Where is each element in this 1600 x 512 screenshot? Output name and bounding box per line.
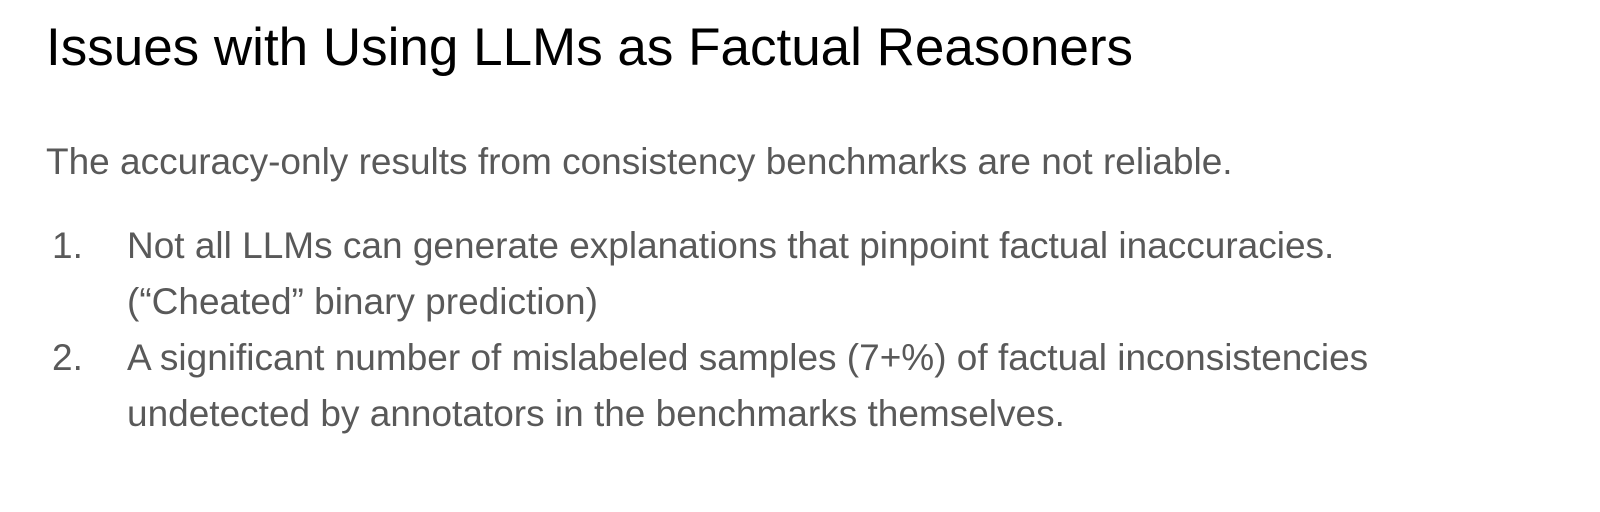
list-item: 2. A significant number of mislabeled sa… <box>0 330 1600 442</box>
list-item-text-line-2: undetected by annotators in the benchmar… <box>127 393 1065 434</box>
list-item-number: 2. <box>52 337 83 378</box>
issue-list: 1. Not all LLMs can generate explanation… <box>0 218 1600 442</box>
list-item-number: 1. <box>52 225 83 266</box>
intro-text: The accuracy-only results from consisten… <box>46 141 1233 182</box>
list-item: 1. Not all LLMs can generate explanation… <box>0 218 1600 330</box>
list-item-text-line-1: Not all LLMs can generate explanations t… <box>127 225 1335 266</box>
list-item-text-line-2: (“Cheated” binary prediction) <box>127 281 598 322</box>
slide-title: Issues with Using LLMs as Factual Reason… <box>46 18 1133 77</box>
list-item-text-line-1: A significant number of mislabeled sampl… <box>127 337 1369 378</box>
